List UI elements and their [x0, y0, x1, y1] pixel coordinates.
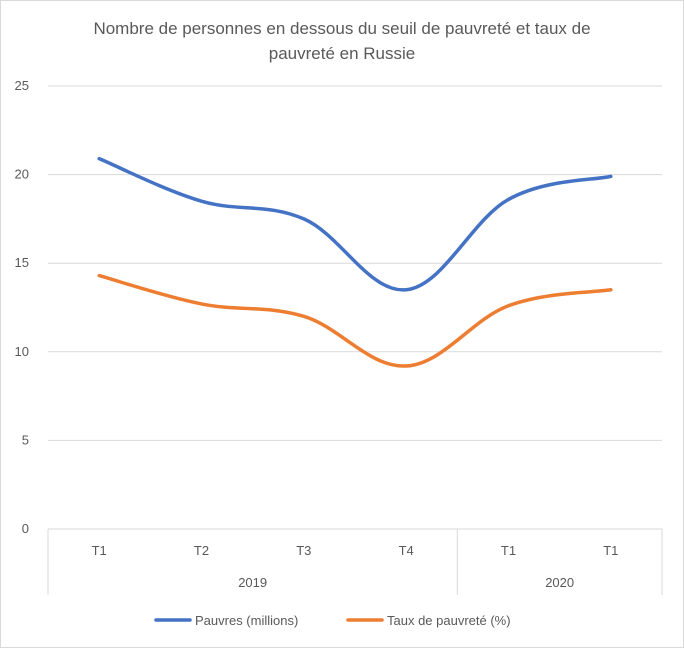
- series-lines: [97, 156, 613, 368]
- y-tick-label: 25: [15, 78, 29, 93]
- x-tick-label: T3: [296, 543, 311, 558]
- y-tick-label: 0: [22, 521, 29, 536]
- x-axis: T1 T2 T3 T4 T1 T1 2019 2020: [47, 529, 663, 595]
- x-tick-label: T4: [399, 543, 414, 558]
- chart-title-line-2: pauvreté en Russie: [269, 44, 415, 63]
- legend-label-taux: Taux de pauvreté (%): [387, 613, 511, 628]
- y-tick-label: 10: [15, 344, 29, 359]
- gridlines: [48, 85, 662, 530]
- series-line-0: [97, 156, 613, 292]
- x-tick-label: T1: [603, 543, 618, 558]
- y-tick-label: 20: [15, 167, 29, 182]
- y-tick-label: 5: [22, 432, 29, 447]
- x-tick-label: T1: [92, 543, 107, 558]
- x-group-label: 2019: [238, 575, 267, 590]
- legend: Pauvres (millions) Taux de pauvreté (%): [154, 613, 511, 628]
- x-group-label: 2020: [545, 575, 574, 590]
- y-tick-label: 15: [15, 255, 29, 270]
- chart-title-line-1: Nombre de personnes en dessous du seuil …: [93, 19, 590, 38]
- y-axis-ticks: 0 5 10 15 20 25: [15, 78, 29, 536]
- x-tick-label: T1: [501, 543, 516, 558]
- series-line-1: [97, 273, 613, 368]
- x-tick-label: T2: [194, 543, 209, 558]
- legend-label-pauvres: Pauvres (millions): [195, 613, 298, 628]
